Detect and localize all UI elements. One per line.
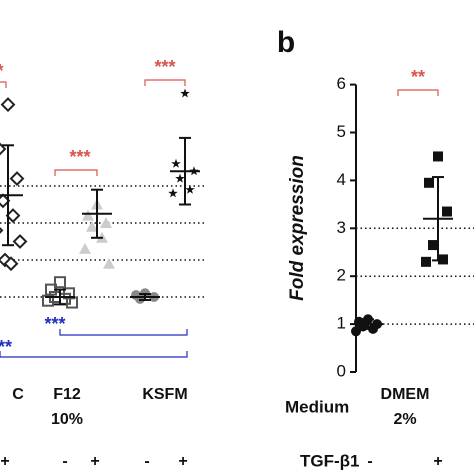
treatment-sign: + [178, 453, 187, 470]
significance-bracket [59, 329, 188, 336]
y-tick-label: 5 [337, 122, 346, 141]
treatment-sign: - [367, 453, 372, 470]
panel-label: b [277, 26, 295, 59]
panel: 0 1 2 3 4 5 6 Fold expression b Medium TGF-β1 DMEM 2… [277, 26, 474, 470]
row-label: Medium [285, 397, 349, 416]
significance-label: *** [69, 147, 90, 167]
data-point [0, 142, 7, 156]
category-sublabel: 2% [393, 411, 416, 428]
treatment-sign: + [0, 453, 9, 470]
data-point [171, 158, 181, 168]
treatment-sign: - [62, 453, 67, 470]
data-point [79, 242, 91, 254]
data-point [0, 97, 16, 113]
data-point [421, 256, 431, 267]
data-point [0, 252, 13, 268]
data-point [0, 226, 4, 234]
data-point [185, 184, 195, 194]
significance-bracket [397, 89, 439, 96]
data-point [175, 173, 185, 183]
significance-label: *** [44, 314, 65, 334]
category-label: F12 [53, 386, 81, 403]
data-point [54, 276, 66, 289]
data-point [3, 256, 19, 272]
significance-label: * [0, 61, 4, 81]
data-point [86, 220, 98, 232]
y-tick-label: 3 [337, 218, 346, 237]
data-point [442, 206, 452, 217]
significance-bracket [144, 79, 186, 86]
y-axis-label: Fold expression [287, 155, 308, 301]
significance-label: ** [411, 67, 425, 87]
treatment-sign: + [90, 453, 99, 470]
y-tick-label: 4 [337, 170, 346, 189]
data-point [351, 326, 361, 337]
data-point [168, 188, 178, 198]
data-point [135, 293, 145, 304]
data-point [42, 294, 54, 307]
data-point [180, 88, 190, 98]
y-tick-label: 0 [337, 361, 346, 380]
data-point [103, 257, 115, 269]
treatment-sign: + [433, 453, 442, 470]
significance-label: ** [0, 337, 12, 357]
category-label: KSFM [142, 386, 187, 403]
data-point [424, 177, 434, 188]
data-point [9, 171, 25, 187]
category-label: DMEM [381, 386, 430, 403]
data-point [82, 209, 94, 221]
significance-bracket [0, 351, 188, 358]
row-label: TGF-β1 [300, 451, 359, 470]
treatment-sign: - [144, 453, 149, 470]
category-label: C [12, 386, 24, 403]
data-point [12, 234, 28, 249]
data-point [100, 217, 112, 228]
category-sublabel: 10% [51, 411, 83, 428]
y-tick-label: 1 [337, 314, 346, 333]
data-point [433, 151, 443, 162]
data-point [428, 240, 438, 251]
significance-bracket [0, 81, 7, 88]
significance-label: *** [154, 57, 175, 77]
y-tick-label: 2 [337, 266, 346, 285]
significance-bracket [54, 169, 98, 176]
y-tick-label: 6 [337, 74, 346, 93]
